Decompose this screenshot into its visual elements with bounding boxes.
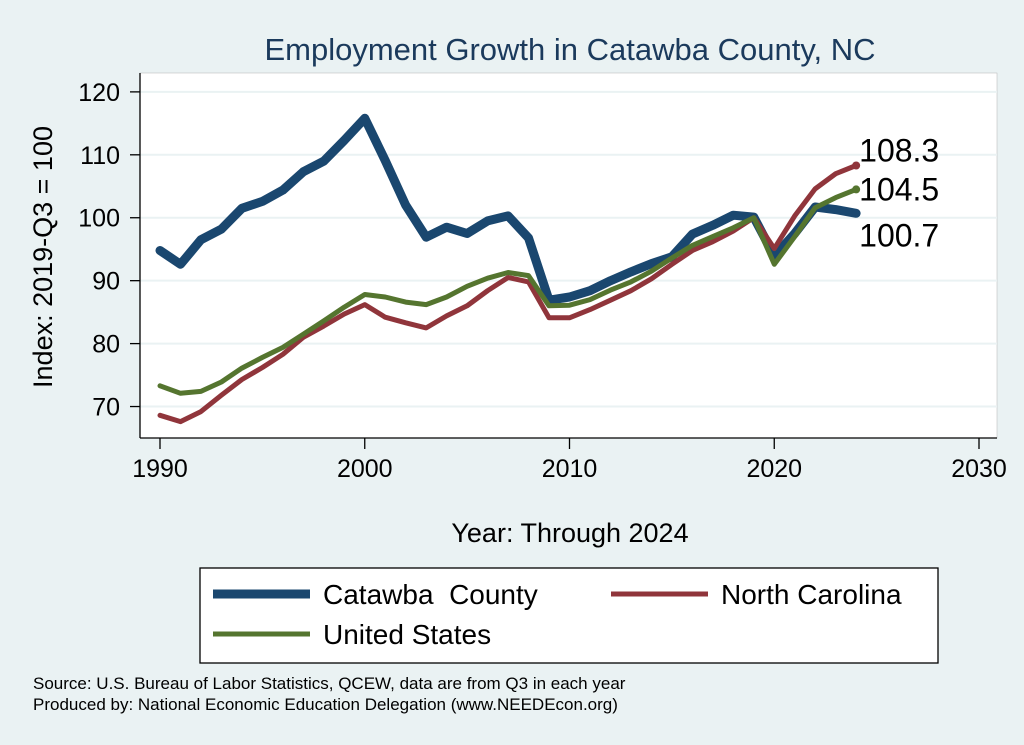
x-tick-label-2020: 2020 <box>746 455 802 483</box>
x-axis-ticks: 1990 2000 2010 2020 2030 <box>132 438 1007 483</box>
gridlines <box>140 90 997 408</box>
end-label-100.7: 100.7 <box>859 217 939 253</box>
end-label-104.5: 104.5 <box>859 171 939 207</box>
legend-label-north-carolina: North Carolina <box>721 579 902 610</box>
plot-area <box>139 72 998 439</box>
chart-title: Employment Growth in Catawba County, NC <box>264 32 875 67</box>
series-end-point-catawba-county <box>852 209 861 218</box>
series-end-point-united-states <box>852 185 861 194</box>
series-line-united-states <box>157 186 859 396</box>
y-tick-label-120: 120 <box>78 79 120 107</box>
x-tick-label-2030: 2030 <box>951 455 1007 483</box>
legend-label-united-states: United States <box>323 619 491 650</box>
series-lines <box>155 113 861 425</box>
y-axis-label: Index: 2019-Q3 = 100 <box>28 126 58 388</box>
x-axis-label: Year: Through 2024 <box>451 518 688 548</box>
y-tick-label-110: 110 <box>80 142 120 170</box>
y-tick-label-100: 100 <box>78 205 120 233</box>
end-label-108.3: 108.3 <box>859 133 939 169</box>
y-tick-label-70: 70 <box>92 394 120 422</box>
legend-box <box>199 567 939 664</box>
y-axis-ticks: 70 80 90 100 110 120 <box>78 79 140 422</box>
series-end-point-north-carolina <box>852 161 861 170</box>
series-line-catawba-county <box>155 113 861 305</box>
x-tick-label-1990: 1990 <box>132 455 188 483</box>
legend-label-catawba: Catawba County <box>323 579 538 610</box>
x-tick-label-2000: 2000 <box>337 455 393 483</box>
x-tick-label-2010: 2010 <box>542 455 598 483</box>
source-note: Source: U.S. Bureau of Labor Statistics,… <box>33 674 626 693</box>
producer-note: Produced by: National Economic Education… <box>33 695 618 714</box>
y-tick-label-90: 90 <box>92 268 120 296</box>
y-tick-label-80: 80 <box>92 331 120 359</box>
